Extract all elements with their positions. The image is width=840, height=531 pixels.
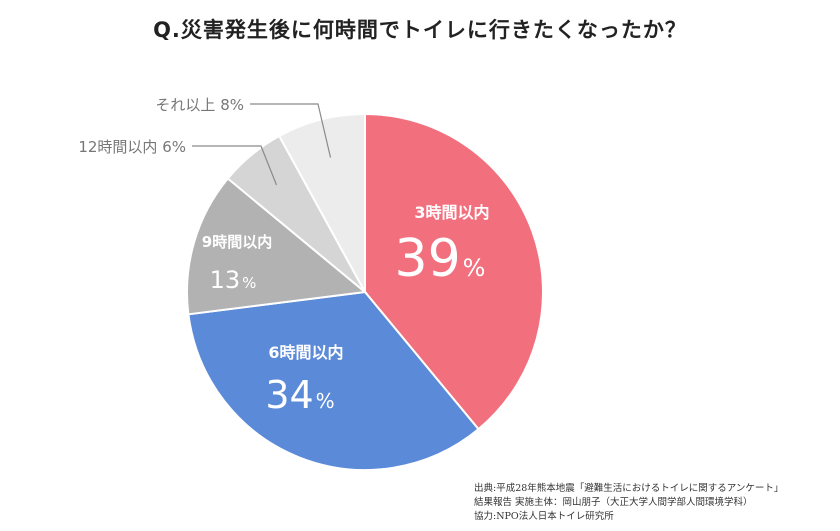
slice-value-9h: 13%	[210, 266, 257, 294]
source-line-2: 結果報告 実施主体：岡山朋子（大正大学人間学部人間環境学科）	[474, 497, 753, 508]
pie-slice-6h	[187, 290, 480, 471]
leader-line-over	[250, 103, 332, 158]
leader-line-12h	[192, 145, 278, 186]
slice-label-12h: 12時間以内 6%	[78, 138, 186, 156]
chart-title: Q.災害発生後に何時間でトイレに行きたくなったか？	[153, 18, 687, 42]
slice-label-6h: 6時間以内	[268, 343, 343, 362]
slice-value-6h: 34%	[265, 373, 334, 417]
source-line-3: 協力:NPO法人日本トイレ研究所	[474, 511, 614, 522]
slice-label-over: それ以上 8%	[155, 96, 244, 114]
pie-slice-over	[277, 112, 366, 293]
pie-slice-9h	[186, 177, 368, 316]
slice-value-3h: 39%	[395, 229, 486, 289]
source-line-1: 出典:平成28年熊本地震「避難生活におけるトイレに関するアンケート」	[474, 483, 784, 494]
slice-label-9h: 9時間以内	[202, 233, 272, 251]
slice-label-3h: 3時間以内	[414, 203, 489, 222]
pie-slice-3h	[364, 112, 544, 431]
